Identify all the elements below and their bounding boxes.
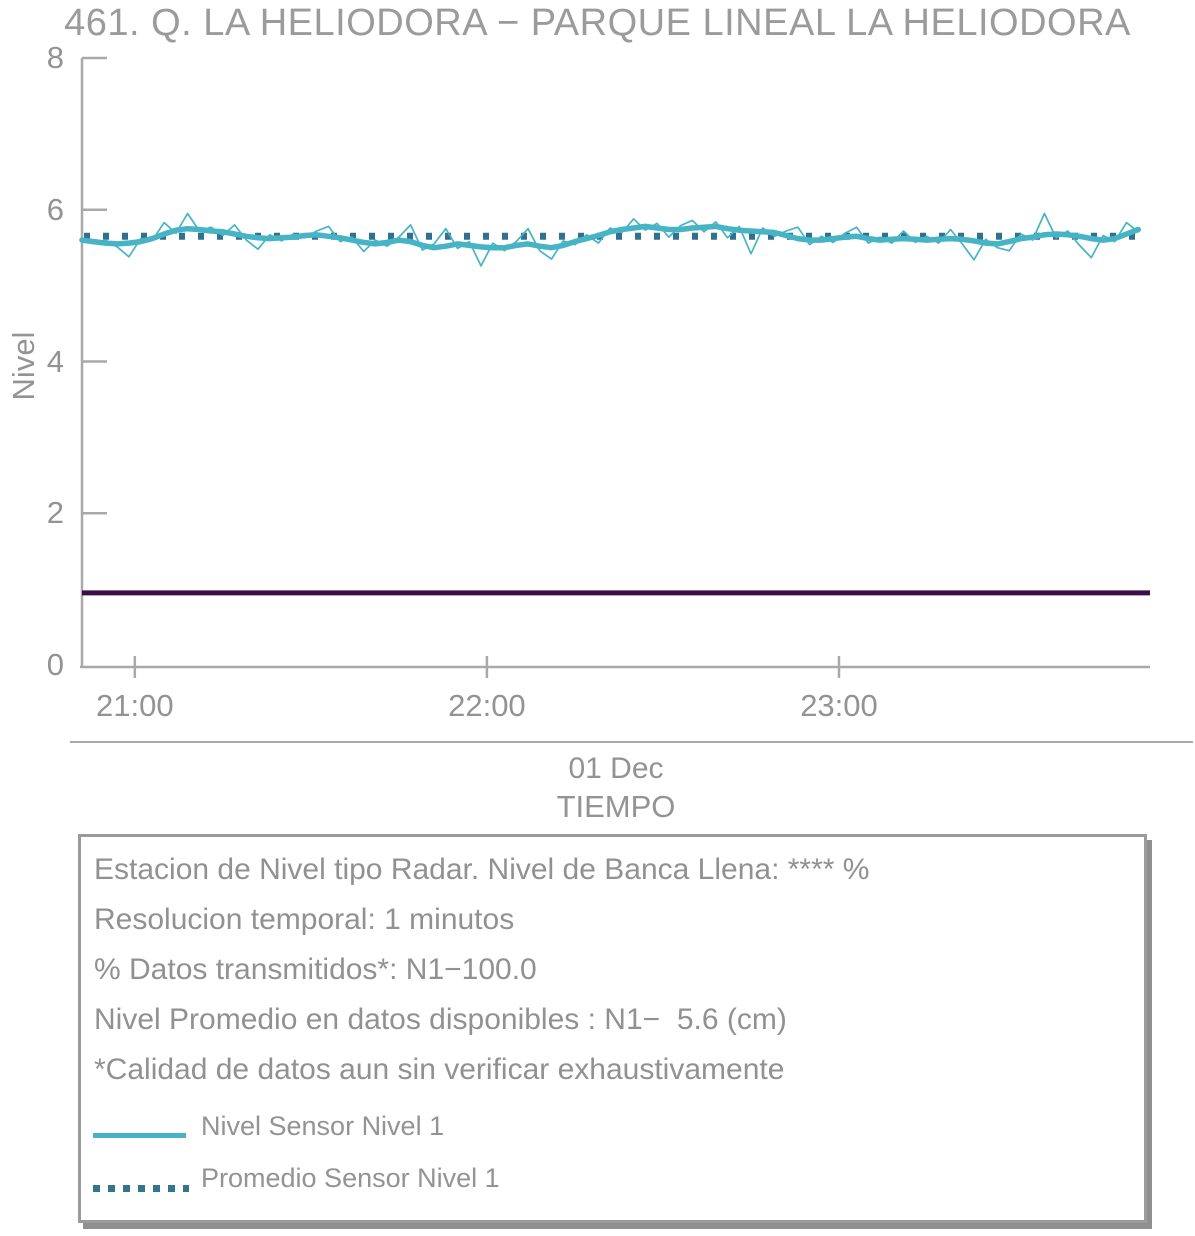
- legend-info-line: *Calidad de datos aun sin verificar exha…: [94, 1053, 785, 1086]
- chart-canvas: [70, 56, 1193, 743]
- nivel-series-smoothed-line: [79, 223, 1142, 251]
- legend-box: Estacion de Nivel tipo Radar. Nivel de B…: [78, 834, 1147, 1223]
- legend-sample-solid-line: [93, 1133, 186, 1138]
- legend-info-line: Estacion de Nivel tipo Radar. Nivel de B…: [94, 853, 870, 886]
- legend-info-line: Resolucion temporal: 1 minutos: [94, 903, 515, 936]
- legend-entry-label: Nivel Sensor Nivel 1: [201, 1111, 445, 1141]
- legend-sample-dotted-line: [93, 1185, 189, 1192]
- nivel-series-raw-line: [81, 212, 1140, 267]
- legend-entry-label: Promedio Sensor Nivel 1: [201, 1163, 500, 1193]
- legend-info-line: % Datos transmitidos*: N1−100.0: [94, 953, 537, 986]
- legend-info-line: Nivel Promedio en datos disponibles : N1…: [94, 1003, 787, 1036]
- page-title: 461. Q. LA HELIODORA − PARQUE LINEAL LA …: [64, 2, 1131, 44]
